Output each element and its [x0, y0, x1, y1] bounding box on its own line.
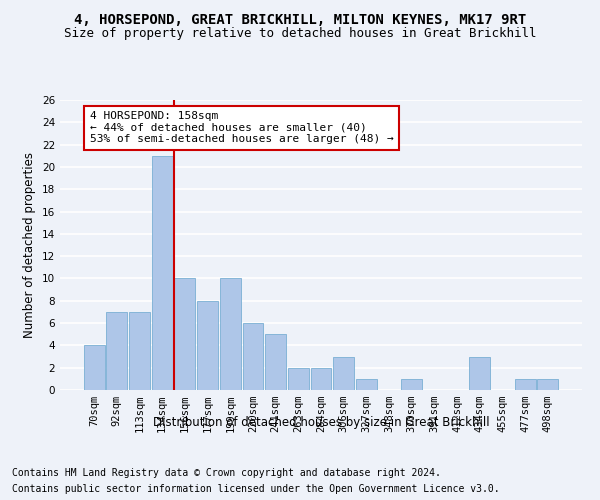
Bar	[265, 334, 286, 390]
Bar	[84, 346, 104, 390]
Text: Distribution of detached houses by size in Great Brickhill: Distribution of detached houses by size …	[152, 416, 490, 429]
Bar	[356, 379, 377, 390]
Bar	[333, 356, 354, 390]
Bar	[401, 379, 422, 390]
Text: Contains public sector information licensed under the Open Government Licence v3: Contains public sector information licen…	[12, 484, 500, 494]
Bar	[311, 368, 331, 390]
Bar	[538, 379, 558, 390]
Bar	[242, 323, 263, 390]
Bar	[152, 156, 173, 390]
Bar	[175, 278, 196, 390]
Bar	[197, 301, 218, 390]
Text: Contains HM Land Registry data © Crown copyright and database right 2024.: Contains HM Land Registry data © Crown c…	[12, 468, 441, 477]
Bar	[469, 356, 490, 390]
Text: Size of property relative to detached houses in Great Brickhill: Size of property relative to detached ho…	[64, 28, 536, 40]
Bar	[106, 312, 127, 390]
Y-axis label: Number of detached properties: Number of detached properties	[23, 152, 37, 338]
Bar	[515, 379, 536, 390]
Bar	[129, 312, 150, 390]
Bar	[288, 368, 309, 390]
Bar	[220, 278, 241, 390]
Text: 4 HORSEPOND: 158sqm
← 44% of detached houses are smaller (40)
53% of semi-detach: 4 HORSEPOND: 158sqm ← 44% of detached ho…	[89, 111, 394, 144]
Text: 4, HORSEPOND, GREAT BRICKHILL, MILTON KEYNES, MK17 9RT: 4, HORSEPOND, GREAT BRICKHILL, MILTON KE…	[74, 12, 526, 26]
